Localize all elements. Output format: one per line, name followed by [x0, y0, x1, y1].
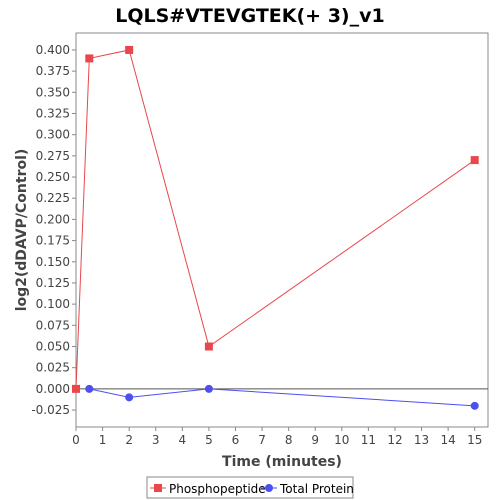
- x-axis: 0 1 2 3 4 5 6 7 8 9 10 11 12 13 14 15: [72, 427, 482, 447]
- legend-phospho-marker: [154, 484, 162, 492]
- y-tick-label: 0.025: [36, 361, 70, 375]
- y-tick-label: 0.225: [36, 191, 70, 205]
- x-tick-label: 9: [311, 433, 319, 447]
- x-tick-label: 1: [99, 433, 107, 447]
- series-line-1: [89, 388, 475, 407]
- x-tick-label: 11: [361, 433, 376, 447]
- x-tick-label: 4: [179, 433, 187, 447]
- x-tick-label: 0: [72, 433, 80, 447]
- y-tick-label: 0.350: [36, 85, 70, 99]
- y-tick-label: 0.050: [36, 340, 70, 354]
- x-tick-label: 12: [387, 433, 402, 447]
- x-tick-label: 15: [467, 433, 482, 447]
- y-tick-label: 0.275: [36, 149, 70, 163]
- x-tick-label: 5: [205, 433, 213, 447]
- data-point: [204, 342, 213, 351]
- data-point: [85, 54, 94, 63]
- plot-area: [75, 32, 489, 428]
- data-point: [204, 384, 213, 393]
- x-tick-label: 10: [334, 433, 349, 447]
- y-tick-label: 0.375: [36, 64, 70, 78]
- y-tick-label: 0.400: [36, 43, 70, 57]
- y-tick-label: 0.200: [36, 212, 70, 226]
- y-tick-label: 0.250: [36, 170, 70, 184]
- x-tick-label: 2: [125, 433, 133, 447]
- y-tick-label: -0.025: [31, 403, 70, 417]
- x-tick-label: 13: [414, 433, 429, 447]
- x-tick-label: 6: [232, 433, 240, 447]
- x-tick-label: 8: [285, 433, 293, 447]
- data-point: [470, 156, 479, 165]
- y-tick-label: 0.000: [36, 382, 70, 396]
- y-tick-label: 0.125: [36, 276, 70, 290]
- series-layer: [72, 45, 479, 410]
- y-tick-label: 0.150: [36, 255, 70, 269]
- y-axis-label: log2(dDAVP/Control): [14, 149, 30, 312]
- chart-title: LQLS#VTEVGTEK(+ 3)_v1: [115, 5, 384, 27]
- x-tick-label: 7: [258, 433, 266, 447]
- legend-phospho-label: Phosphopeptide: [169, 482, 266, 496]
- y-tick-label: 0.075: [36, 318, 70, 332]
- x-tick-label: 3: [152, 433, 160, 447]
- legend-total-marker: [265, 484, 273, 492]
- data-point: [125, 393, 134, 402]
- legend-box: [146, 476, 354, 499]
- y-axis: -0.025 0.000 0.025 0.050 0.075 0.100 0.125 0.15…: [31, 43, 76, 417]
- y-tick-label: 0.175: [36, 234, 70, 248]
- y-tick-label: 0.300: [36, 128, 70, 142]
- data-point: [85, 384, 94, 393]
- legend-total-label: Total Protein: [279, 482, 354, 496]
- data-point: [72, 384, 80, 393]
- x-axis-label: Time (minutes): [222, 454, 342, 470]
- y-tick-label: 0.325: [36, 106, 70, 120]
- data-point: [125, 45, 134, 54]
- legend: Phosphopeptide Total Protein: [146, 476, 354, 499]
- x-tick-label: 14: [440, 433, 455, 447]
- y-tick-label: 0.100: [36, 297, 70, 311]
- data-point: [470, 401, 479, 410]
